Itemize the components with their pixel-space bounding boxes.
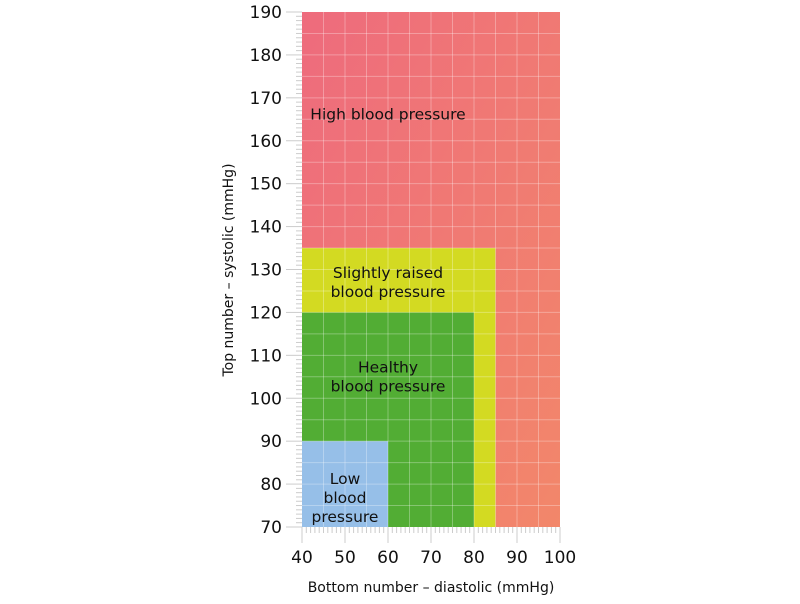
region-label-line: Healthy	[358, 359, 418, 377]
region-label-line: Slightly raised	[333, 264, 443, 282]
x-tick-label: 100	[544, 548, 576, 568]
x-tick-label: 80	[463, 548, 485, 568]
y-tick-label: 140	[250, 218, 282, 238]
region-label-line: blood	[324, 489, 367, 507]
region-label-line: High blood pressure	[310, 105, 465, 123]
y-tick-label: 180	[250, 46, 282, 66]
region-label-line: blood pressure	[331, 283, 446, 301]
y-tick-label: 170	[250, 89, 282, 109]
y-axis-label: Top number – systolic (mmHg)	[221, 163, 237, 377]
x-tick-label: 60	[377, 548, 399, 568]
y-tick-label: 70	[260, 518, 282, 538]
x-axis-label: Bottom number – diastolic (mmHg)	[308, 580, 555, 596]
region-label: Low blood pressure	[312, 470, 379, 526]
region-label: Healthy blood pressure	[331, 359, 446, 396]
y-tick-label: 160	[250, 132, 282, 152]
region-label-line: pressure	[312, 508, 379, 526]
region-label: Slightly raised blood pressure	[331, 264, 446, 301]
x-tick-label: 90	[506, 548, 528, 568]
y-tick-label: 120	[250, 303, 282, 323]
y-tick-label: 130	[250, 261, 282, 281]
y-tick-label: 150	[250, 175, 282, 195]
y-tick-label: 90	[260, 432, 282, 452]
y-tick-label: 100	[250, 389, 282, 409]
region-label: High blood pressure	[310, 105, 465, 123]
x-tick-label: 70	[420, 548, 442, 568]
x-tick-label: 40	[291, 548, 313, 568]
region-label-line: blood pressure	[331, 378, 446, 396]
y-tick-label: 110	[250, 346, 282, 366]
region-label-line: Low	[330, 470, 361, 488]
y-tick-label: 80	[260, 475, 282, 495]
x-tick-label: 50	[334, 548, 356, 568]
region-3	[302, 441, 388, 527]
y-tick-label: 190	[250, 3, 282, 23]
